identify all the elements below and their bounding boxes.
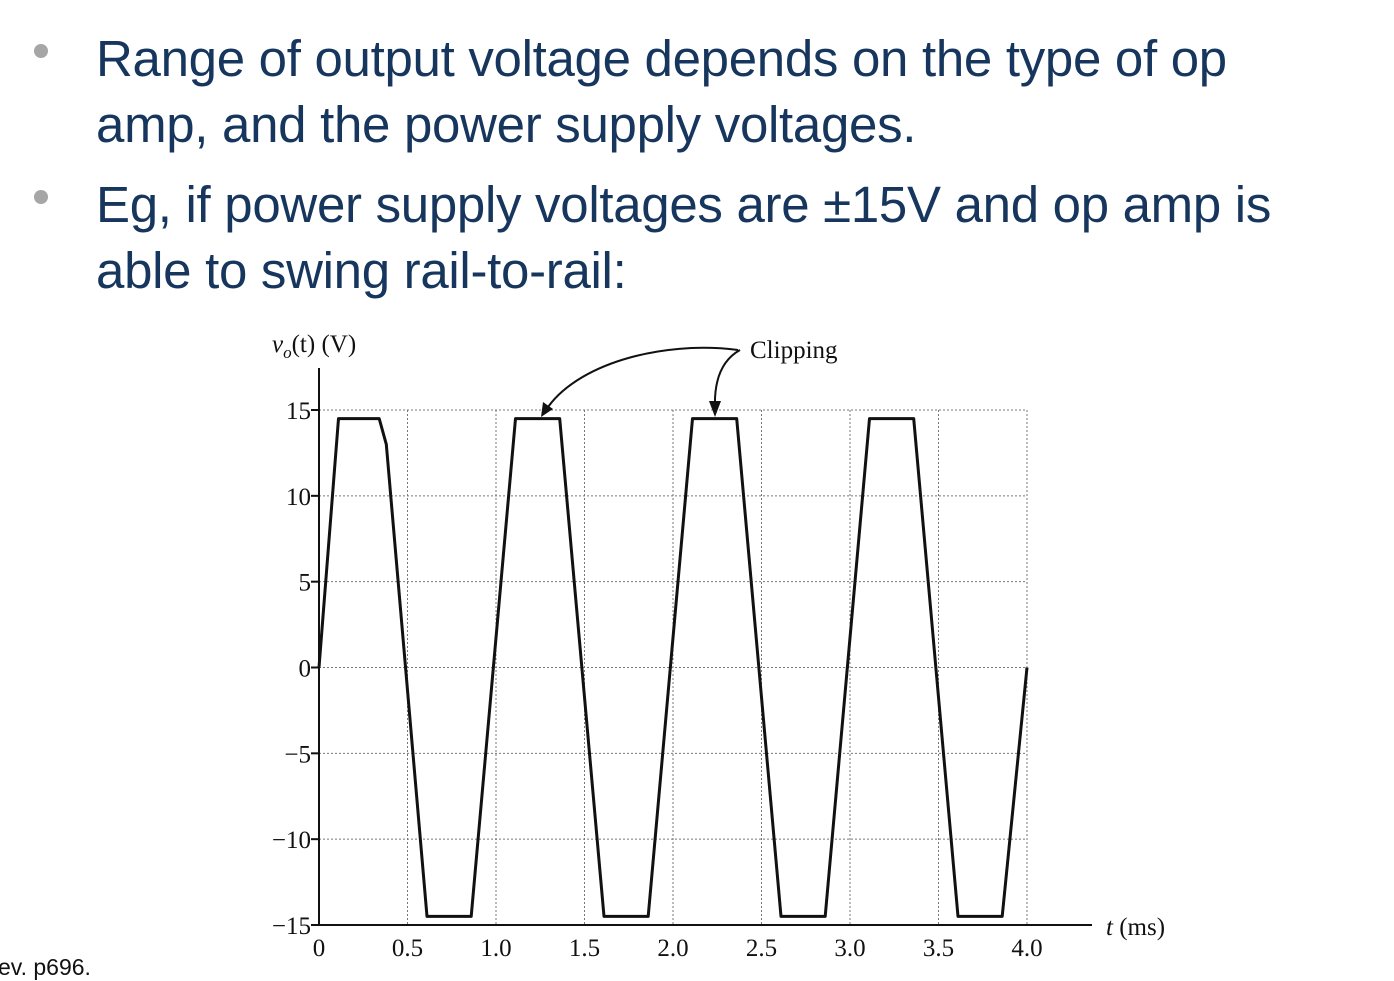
y-label-rest: (t) (V) [292,331,357,358]
x-tick-label: 0 [313,935,326,962]
arrowhead-icon [709,401,721,417]
bullet-line: able to swing rail-to-rail: [96,242,627,299]
x-tick-label: 0.5 [392,935,423,962]
annotation-arrow [545,346,739,411]
x-tick-labels: 0 0.5 1.0 1.5 2.0 2.5 3.0 3.5 4.0 [313,935,1043,962]
clipping-annotation: Clipping [541,337,838,417]
annotation-label: Clipping [750,337,838,364]
bullet-line: Range of output voltage depends on the t… [96,30,1227,87]
bullet-dot-icon [34,44,48,58]
bullet-dot-icon [34,190,48,204]
annotation-arrow [713,349,741,409]
y-axis-label: vo(t) (V) [272,331,356,362]
y-tick-label: −15 [272,913,311,940]
output-voltage-line [317,417,1029,918]
x-tick-label: 1.5 [569,935,600,962]
x-tick-label: 2.5 [746,935,777,962]
y-tick-label: 15 [286,398,311,425]
y-label-var: v [272,331,284,358]
x-axis-label: t (ms) [1106,914,1165,941]
y-tick-label: 0 [299,656,312,683]
x-tick-label: 1.0 [480,935,511,962]
x-label-unit: (ms) [1113,914,1165,941]
x-tick-label: 4.0 [1011,935,1042,962]
y-tick-label: 5 [299,570,312,597]
arrowhead-icon [541,402,553,417]
y-tick-label: −10 [272,827,311,854]
x-label-var: t [1106,914,1114,941]
y-label-sub: o [283,343,292,362]
bullet-line: amp, and the power supply voltages. [96,96,917,153]
x-tick-label: 3.0 [834,935,865,962]
bullet-line: Eg, if power supply voltages are ±15V an… [96,176,1272,233]
x-tick-label: 3.5 [923,935,954,962]
x-tick-label: 2.0 [657,935,688,962]
y-tick-labels: 15 10 5 0 −5 −10 −15 [272,398,319,940]
source-note: ev. p696. [0,954,91,980]
y-tick-label: −5 [284,741,311,768]
y-tick-label: 10 [286,484,311,511]
axes [318,368,1092,926]
